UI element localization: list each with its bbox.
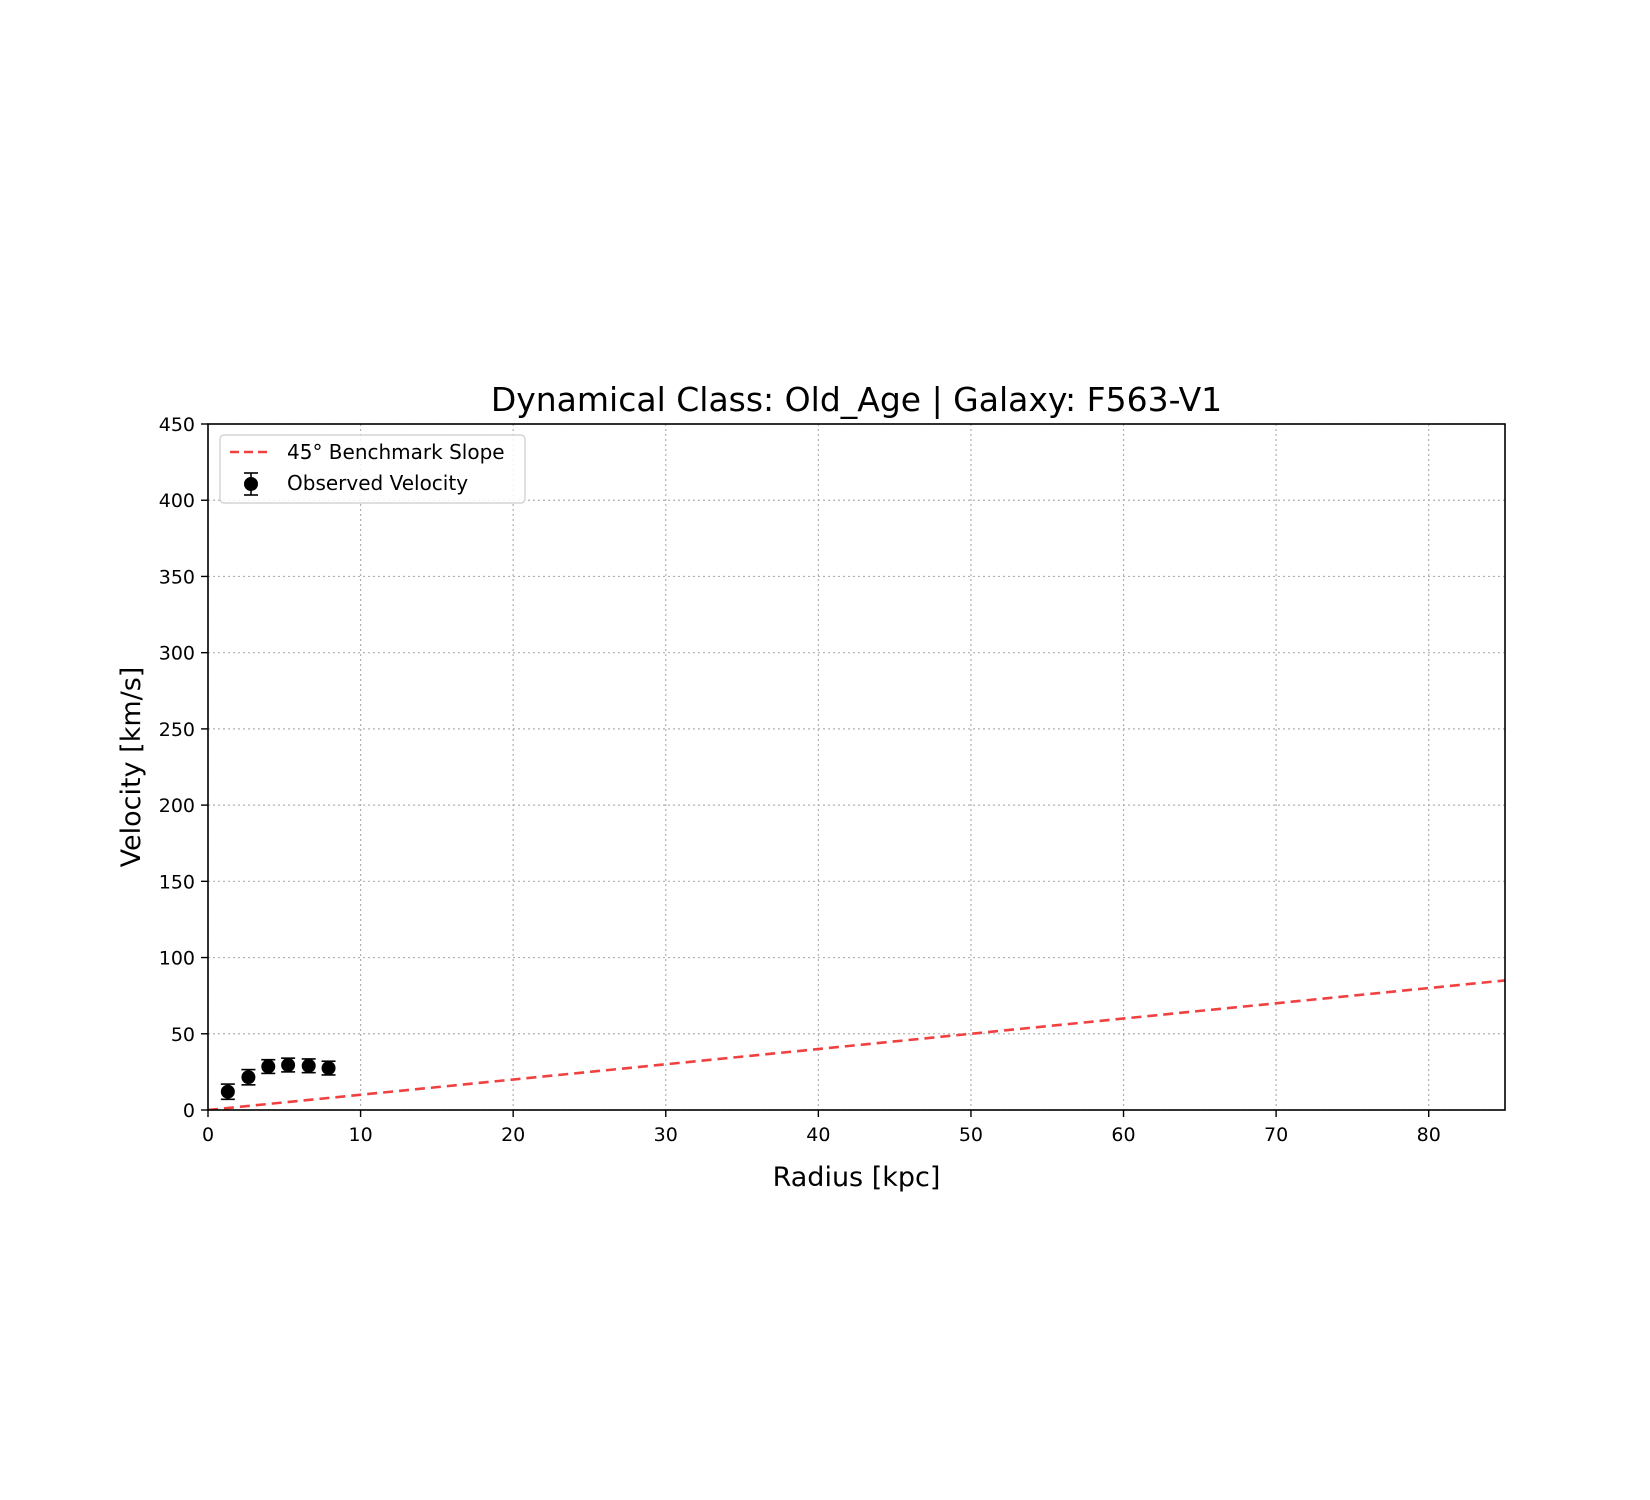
y-tick-label: 300 bbox=[159, 643, 195, 665]
x-tick-label: 20 bbox=[501, 1124, 525, 1146]
x-tick-label: 10 bbox=[348, 1124, 372, 1146]
data-point bbox=[261, 1059, 276, 1074]
legend-box bbox=[219, 434, 526, 504]
data-point bbox=[321, 1061, 336, 1076]
benchmark-slope-line bbox=[208, 979, 1505, 1110]
x-tick-label: 30 bbox=[654, 1124, 678, 1146]
y-tick-label: 400 bbox=[159, 490, 195, 512]
data-point bbox=[241, 1070, 256, 1085]
legend: 45° Benchmark Slope Observed Velocity bbox=[219, 434, 526, 504]
data-point bbox=[220, 1084, 235, 1099]
plot-frame bbox=[207, 423, 1506, 1111]
x-tick-label: 70 bbox=[1264, 1124, 1288, 1146]
x-tick-label: 0 bbox=[202, 1124, 214, 1146]
chart-title: Dynamical Class: Old_Age | Galaxy: F563-… bbox=[491, 380, 1222, 419]
observed-point bbox=[220, 1083, 235, 1101]
y-tick-label: 450 bbox=[159, 414, 195, 436]
x-axis-title: Radius [kpc] bbox=[773, 1162, 941, 1193]
y-tick-label: 200 bbox=[159, 795, 195, 817]
x-tick-label: 60 bbox=[1111, 1124, 1135, 1146]
x-tick-label: 80 bbox=[1417, 1124, 1441, 1146]
legend-marker bbox=[244, 477, 258, 491]
axis-ticks: 0 10 20 30 40 50 60 70 80 0 50 100 150 200 250 300 350 40… bbox=[159, 414, 1441, 1146]
observed-point bbox=[321, 1060, 336, 1076]
data-point bbox=[301, 1058, 316, 1073]
observed-point bbox=[241, 1068, 256, 1086]
y-tick-label: 100 bbox=[159, 948, 195, 970]
x-tick-label: 40 bbox=[806, 1124, 830, 1146]
data-point bbox=[281, 1058, 296, 1073]
plot-series bbox=[208, 979, 1505, 1110]
legend-label-benchmark: 45° Benchmark Slope bbox=[287, 440, 505, 464]
y-tick-label: 350 bbox=[159, 566, 195, 588]
observed-point bbox=[301, 1058, 316, 1074]
y-axis-title: Velocity [km/s] bbox=[116, 667, 147, 868]
observed-point bbox=[261, 1058, 276, 1075]
y-tick-label: 250 bbox=[159, 719, 195, 741]
y-tick-label: 0 bbox=[183, 1100, 195, 1122]
y-tick-label: 50 bbox=[171, 1024, 195, 1046]
legend-label-observed: Observed Velocity bbox=[287, 471, 468, 495]
x-tick-label: 50 bbox=[959, 1124, 983, 1146]
y-tick-label: 150 bbox=[159, 871, 195, 893]
legend-observed-swatch bbox=[244, 472, 258, 496]
observed-point bbox=[281, 1057, 296, 1073]
